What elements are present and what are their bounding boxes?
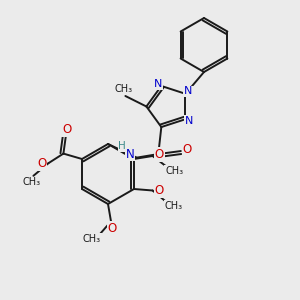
Text: N: N — [185, 116, 193, 126]
Text: O: O — [154, 148, 164, 161]
Text: CH₃: CH₃ — [164, 201, 183, 211]
Text: N: N — [154, 80, 163, 89]
Text: CH₃: CH₃ — [115, 84, 133, 94]
Text: H: H — [118, 141, 126, 151]
Text: O: O — [183, 143, 192, 156]
Text: CH₃: CH₃ — [165, 166, 183, 176]
Text: O: O — [154, 184, 164, 197]
Text: O: O — [108, 221, 117, 235]
Text: N: N — [126, 148, 134, 160]
Text: O: O — [37, 157, 46, 170]
Text: O: O — [62, 123, 71, 136]
Text: CH₃: CH₃ — [83, 234, 101, 244]
Text: N: N — [184, 86, 193, 96]
Text: CH₃: CH₃ — [23, 177, 41, 188]
